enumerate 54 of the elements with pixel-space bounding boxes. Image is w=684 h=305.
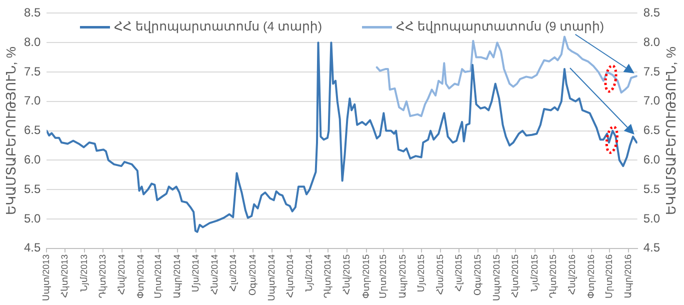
x-tick-label: Նյմ/2015 <box>529 254 540 292</box>
x-tick-label: Դկտ/2014 <box>322 254 333 298</box>
y-tick-label: 8.5 <box>24 6 41 20</box>
x-tick-label: Դկտ/2015 <box>548 254 558 298</box>
x-tick-label: Ապր/2016 <box>623 254 634 298</box>
x-tick-label: Մրտ/2015 <box>378 254 388 298</box>
x-tick-label: Հկտ/2013 <box>60 254 70 298</box>
y2-tick-label: 6.5 <box>643 123 660 138</box>
y-axis-title: ԵԿԱՄՏԱԲԵՐՈՒԹՅՈՒՆ, % <box>4 46 19 215</box>
x-tick-label: Ապր/2014 <box>172 254 182 298</box>
y-tick-label: 8.0 <box>24 34 41 49</box>
y-tick-label: 6.0 <box>24 152 41 166</box>
y2-tick-label: 5.0 <box>643 211 660 226</box>
y2-tick-label: 8.0 <box>643 34 660 49</box>
x-tick-label: Օգս/2015 <box>472 254 483 296</box>
x-tick-label: Հնվ/2015 <box>342 254 352 295</box>
legend-label: ՀՀ եվրոպարտատոմս (4 տարի) <box>114 20 322 34</box>
x-tick-label: Հնս/2014 <box>210 254 220 295</box>
x-tick-label: Մրտ/2016 <box>604 254 614 298</box>
x-tick-label: Հկտ/2014 <box>284 254 295 298</box>
x-tick-label: Հլս/2015 <box>453 254 464 292</box>
x-tick-label: Հնս/2015 <box>434 254 445 295</box>
y-tick-label: 7.5 <box>24 64 41 78</box>
x-tick-label: Մրտ/2014 <box>152 254 163 298</box>
y-tick-label: 6.5 <box>24 123 41 138</box>
x-tick-label: Ապր/2015 <box>397 254 408 298</box>
x-tick-label: Դկտ/2013 <box>97 254 108 298</box>
x-tick-label: Սպտ/2015 <box>492 254 502 301</box>
x-tick-label: Սպտ/2013 <box>41 254 52 301</box>
x-tick-label: Հնվ/2016 <box>567 254 577 295</box>
y2-tick-label: 8.5 <box>643 6 660 20</box>
y2-tick-label: 7.5 <box>643 64 660 78</box>
x-tick-label: Հլս/2014 <box>228 254 238 292</box>
y2-axis-title: ԵԿԱՄՏԱԲԵՐՈՒԹՅՈՒՆ, % <box>664 46 679 215</box>
y-tick-label: 7.0 <box>24 94 41 108</box>
x-tick-label: Փտր/2014 <box>136 254 146 299</box>
x-tick-label: Փտր/2016 <box>586 254 596 299</box>
x-tick-label: Նյմ/2014 <box>304 254 314 292</box>
y-tick-label: 4.5 <box>24 240 41 255</box>
y2-tick-label: 5.5 <box>643 182 660 196</box>
y2-tick-label: 7.0 <box>643 94 660 108</box>
x-tick-label: Նյմ/2013 <box>78 254 89 292</box>
y2-tick-label: 4.5 <box>643 240 660 255</box>
x-tick-label: Օգս/2014 <box>247 254 258 296</box>
y-tick-label: 5.0 <box>24 211 41 226</box>
y2-tick-label: 6.0 <box>643 152 660 166</box>
x-tick-label: Սպտ/2014 <box>266 254 276 301</box>
x-tick-label: Հկտ/2015 <box>510 254 520 298</box>
y-tick-label: 5.5 <box>24 182 41 196</box>
legend-label: ՀՀ եվրոպարտատոմս (9 տարի) <box>396 20 604 34</box>
x-tick-label: Հնվ/2014 <box>116 254 126 295</box>
x-tick-label: Փտր/2015 <box>360 254 371 299</box>
x-tick-label: Մյս/2014 <box>190 254 201 292</box>
x-tick-label: Մյս/2015 <box>416 254 426 292</box>
